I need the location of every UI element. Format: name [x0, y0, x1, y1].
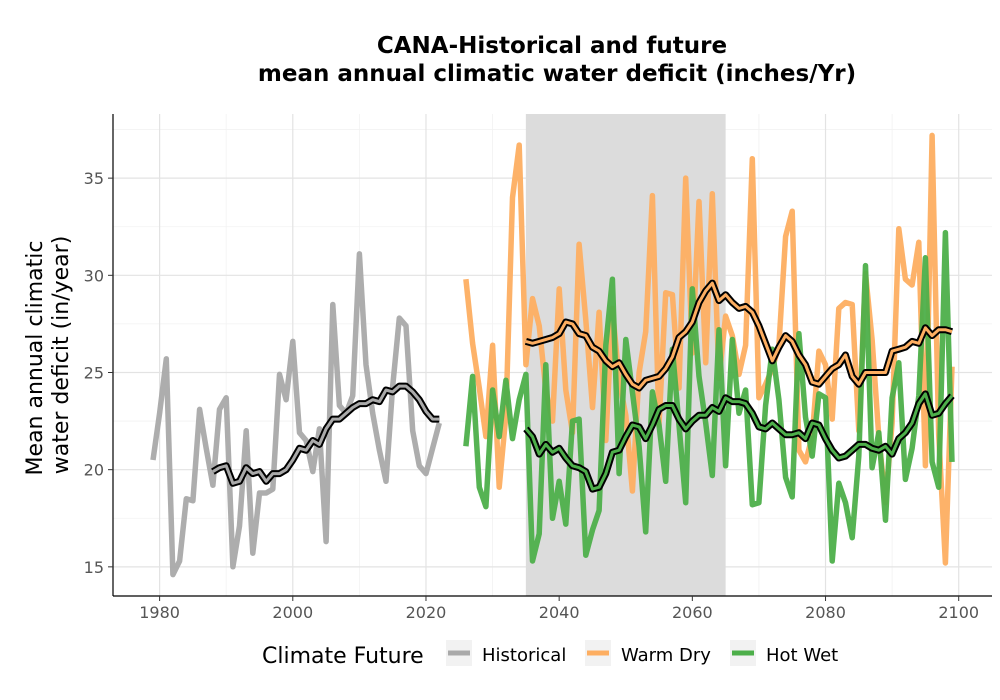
y-axis-title-line-1: Mean annual climatic [23, 241, 48, 476]
y-tick-label: 30 [84, 266, 104, 285]
series-line-hot-wet [463, 229, 955, 564]
legend-label-hot-wet: Hot Wet [766, 645, 838, 666]
smoothed-line-warm-dry [525, 281, 953, 390]
y-tick-label: 25 [84, 363, 104, 382]
smoothed-line-historical [212, 384, 440, 485]
x-tick-label: 2100 [938, 603, 979, 622]
legend: Climate Future Historical Warm Dry Hot W… [262, 640, 838, 669]
legend-title: Climate Future [262, 644, 424, 669]
y-tick-label: 15 [84, 558, 104, 577]
x-tick-label: 2040 [539, 603, 580, 622]
legend-label-historical: Historical [482, 645, 566, 666]
y-axis-title-line-2: water deficit (in/year) [49, 236, 74, 475]
x-tick-label: 1980 [139, 603, 180, 622]
plot-area: 15 20 25 30 35 1980 2000 2020 2040 2060 2080 2100 [84, 114, 992, 622]
legend-label-warm-dry: Warm Dry [621, 645, 711, 666]
x-tick-label: 2000 [272, 603, 313, 622]
x-tick-label: 2020 [406, 603, 447, 622]
y-tick-label: 20 [84, 461, 104, 480]
x-tick-label: 2080 [805, 603, 846, 622]
chart-title-line-2: mean annual climatic water deficit (inch… [258, 61, 856, 87]
chart-title-line-1: CANA-Historical and future [377, 33, 727, 59]
smoothed-line-hot-wet [524, 392, 954, 491]
series-line-historical [150, 251, 442, 578]
x-tick-label: 2060 [672, 603, 713, 622]
y-tick-label: 35 [84, 169, 104, 188]
